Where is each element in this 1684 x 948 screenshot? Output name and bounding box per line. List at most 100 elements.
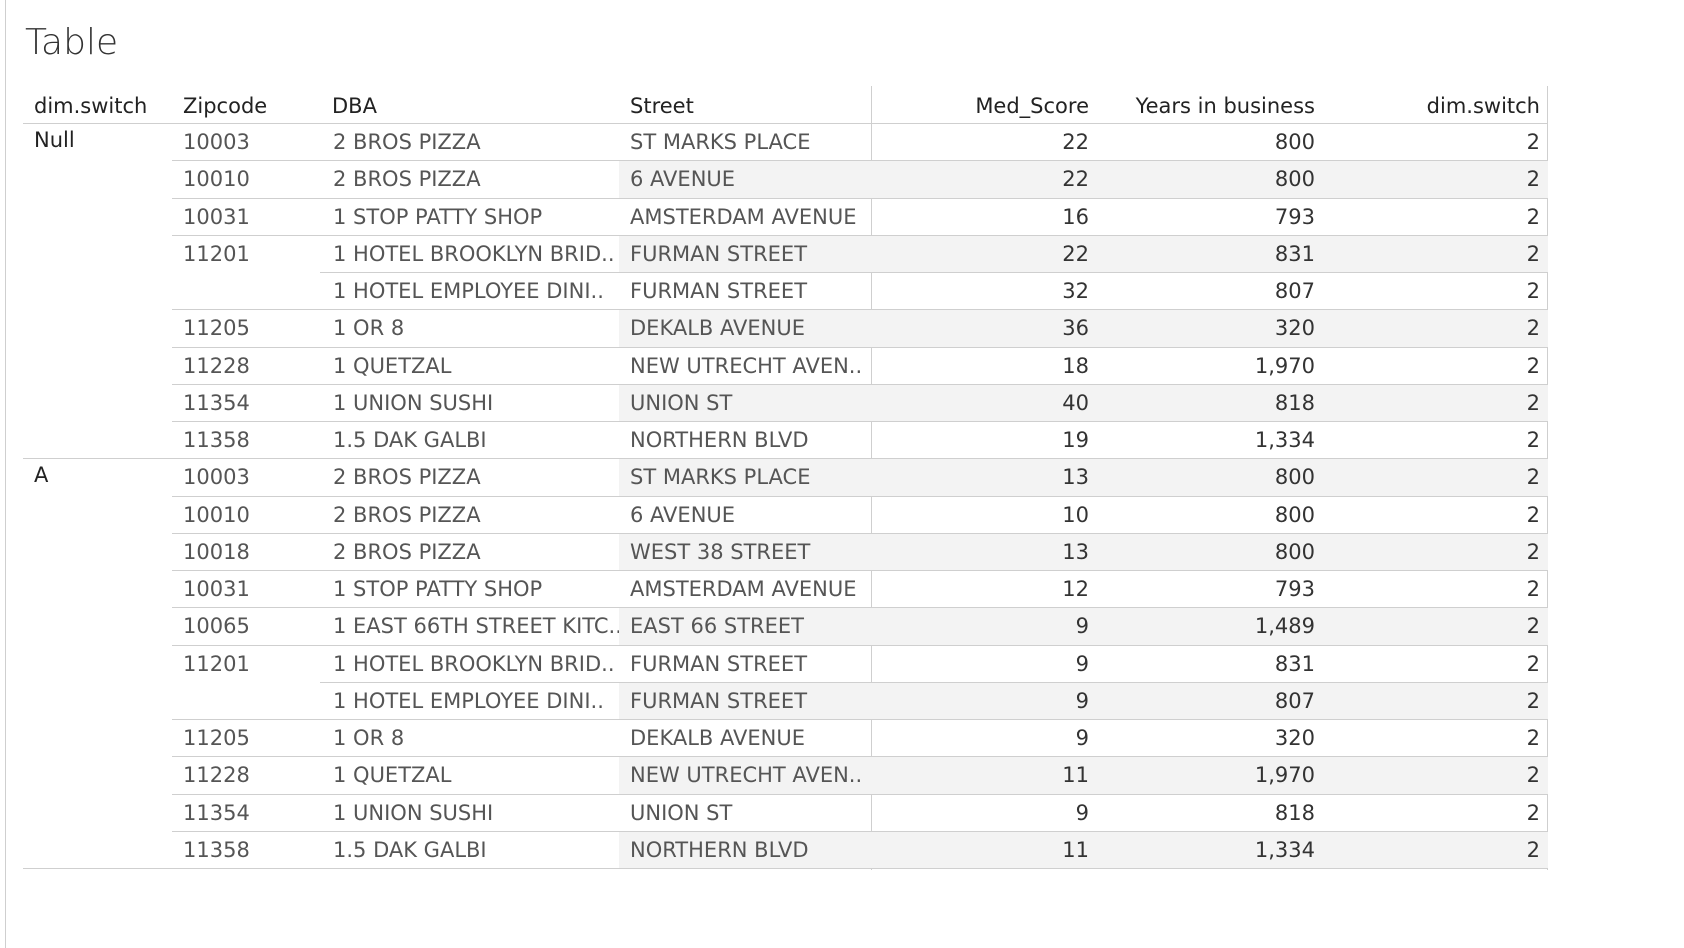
med-score-cell: 32 bbox=[1062, 279, 1089, 303]
dim-switch-cell: 2 bbox=[1526, 688, 1540, 713]
row-band bbox=[871, 608, 1548, 646]
street-cell: FURMAN STREET bbox=[630, 651, 808, 676]
row-divider bbox=[172, 756, 1548, 758]
table-row[interactable]: 10003 2 BROS PIZZA ST MARKS PLACE 22 800 2 bbox=[23, 124, 1548, 161]
dba-cell: 1 HOTEL EMPLOYEE DINI.. bbox=[333, 688, 604, 713]
dba-cell: 1 HOTEL BROOKLYN BRID.. bbox=[333, 651, 615, 676]
row-divider bbox=[172, 160, 1548, 162]
header-dim-switch-measure[interactable]: dim.switch bbox=[1426, 94, 1540, 118]
dba-cell: 2 BROS PIZZA bbox=[333, 465, 481, 490]
med-score-cell: 18 bbox=[1062, 353, 1089, 378]
dim-switch-cell: 2 bbox=[1526, 726, 1540, 750]
zipcode-cell: 10003 bbox=[183, 130, 250, 154]
row-divider bbox=[172, 495, 1548, 497]
dim-switch-cell: 2 bbox=[1526, 204, 1540, 229]
table-row[interactable]: 11354 1 UNION SUSHI UNION ST 40 818 2 bbox=[23, 384, 1548, 422]
street-cell: DEKALB AVENUE bbox=[630, 726, 805, 750]
row-divider bbox=[172, 234, 1548, 236]
dim-switch-cell: 2 bbox=[1526, 390, 1540, 415]
table-row[interactable]: 11358 1.5 DAK GALBI NORTHERN BLVD 19 1,334 2 bbox=[23, 422, 1548, 459]
dim-switch-cell: 2 bbox=[1526, 539, 1540, 564]
years-in-business-cell: 818 bbox=[1274, 390, 1315, 415]
dba-cell: 1 UNION SUSHI bbox=[333, 390, 494, 415]
years-in-business-cell: 807 bbox=[1274, 279, 1315, 303]
table-row[interactable]: 10031 1 STOP PATTY SHOP AMSTERDAM AVENUE 12… bbox=[23, 571, 1548, 608]
table-row[interactable]: 1 HOTEL EMPLOYEE DINI.. FURMAN STREET 32 80… bbox=[23, 273, 1548, 310]
zipcode-cell: 11201 bbox=[183, 651, 250, 676]
street-cell: AMSTERDAM AVENUE bbox=[630, 577, 857, 601]
row-divider bbox=[172, 644, 1548, 646]
years-in-business-cell: 800 bbox=[1274, 539, 1315, 564]
table-row[interactable]: 11201 1 HOTEL BROOKLYN BRID.. FURMAN STREE… bbox=[23, 235, 1548, 273]
header-zipcode[interactable]: Zipcode bbox=[183, 94, 268, 118]
row-band bbox=[871, 310, 1548, 348]
row-divider bbox=[172, 793, 1548, 795]
years-in-business-cell: 1,334 bbox=[1254, 837, 1315, 862]
street-cell: UNION ST bbox=[619, 384, 880, 422]
dim-switch-cell: 2 bbox=[1526, 428, 1540, 452]
row-divider bbox=[172, 719, 1548, 720]
zipcode-cell bbox=[183, 273, 323, 310]
group-label: Null bbox=[34, 128, 75, 152]
med-score-cell: 19 bbox=[1062, 428, 1089, 452]
med-score-cell: 22 bbox=[1062, 130, 1089, 154]
zipcode-cell: 10031 bbox=[183, 577, 250, 601]
years-in-business-cell: 800 bbox=[1274, 167, 1315, 192]
dim-switch-cell: 2 bbox=[1526, 837, 1540, 862]
header-med-score[interactable]: Med_Score bbox=[975, 94, 1089, 118]
med-score-cell: 9 bbox=[1075, 651, 1089, 676]
street-cell: NORTHERN BLVD bbox=[619, 831, 880, 869]
dim-switch-cell: 2 bbox=[1526, 465, 1540, 490]
dba-cell: 2 BROS PIZZA bbox=[333, 167, 481, 192]
header-dim-switch[interactable]: dim.switch bbox=[34, 94, 148, 118]
header-divider bbox=[23, 123, 1548, 124]
row-divider bbox=[320, 272, 1548, 273]
row-band bbox=[871, 682, 1548, 720]
street-cell: NEW UTRECHT AVEN.. bbox=[630, 353, 863, 378]
row-divider bbox=[172, 383, 1548, 385]
table-row[interactable]: 11228 1 QUETZAL NEW UTRECHT AVEN.. 11 1,970 2 bbox=[23, 757, 1548, 795]
med-score-cell: 16 bbox=[1062, 204, 1089, 229]
table-row[interactable]: 1 HOTEL EMPLOYEE DINI.. FURMAN STREET 9 807… bbox=[23, 682, 1548, 720]
med-score-cell: 9 bbox=[1075, 688, 1089, 713]
years-in-business-cell: 320 bbox=[1274, 316, 1315, 341]
table-row[interactable]: 10003 2 BROS PIZZA ST MARKS PLACE 13 800 2 bbox=[23, 459, 1548, 497]
row-divider bbox=[320, 681, 1548, 683]
dba-cell: 1 HOTEL BROOKLYN BRID.. bbox=[333, 241, 615, 266]
table-row[interactable]: 10065 1 EAST 66TH STREET KITC.. EAST 66 ST… bbox=[23, 608, 1548, 646]
med-score-cell: 10 bbox=[1062, 502, 1089, 527]
years-in-business-cell: 1,334 bbox=[1254, 428, 1315, 452]
table-row[interactable]: 11201 1 HOTEL BROOKLYN BRID.. FURMAN STREE… bbox=[23, 646, 1548, 683]
sheet-title: Table bbox=[25, 22, 119, 63]
med-score-cell: 22 bbox=[1062, 167, 1089, 192]
table-row[interactable]: 11358 1.5 DAK GALBI NORTHERN BLVD 11 1,334 2 bbox=[23, 831, 1548, 869]
table-row[interactable]: 11354 1 UNION SUSHI UNION ST 9 818 2 bbox=[23, 795, 1548, 832]
street-cell: ST MARKS PLACE bbox=[630, 130, 811, 154]
table-row[interactable]: 11228 1 QUETZAL NEW UTRECHT AVEN.. 18 1,970 2 bbox=[23, 348, 1548, 385]
dba-cell: 1 OR 8 bbox=[333, 726, 405, 750]
row-band bbox=[871, 533, 1548, 571]
row-divider bbox=[172, 570, 1548, 571]
header-dba[interactable]: DBA bbox=[332, 94, 377, 118]
table-row[interactable]: 10010 2 BROS PIZZA 6 AVENUE 22 800 2 bbox=[23, 161, 1548, 199]
years-in-business-cell: 320 bbox=[1274, 726, 1315, 750]
row-band bbox=[871, 235, 1548, 273]
group-label: A bbox=[34, 463, 49, 488]
dim-switch-cell: 2 bbox=[1526, 763, 1540, 788]
worksheet-frame bbox=[5, 0, 1684, 948]
header-years-in-business[interactable]: Years in business bbox=[1135, 94, 1315, 118]
years-in-business-cell: 1,489 bbox=[1254, 614, 1315, 639]
table-row[interactable]: 11205 1 OR 8 DEKALB AVENUE 9 320 2 bbox=[23, 720, 1548, 757]
table-row[interactable]: 10010 2 BROS PIZZA 6 AVENUE 10 800 2 bbox=[23, 497, 1548, 534]
dim-switch-cell: 2 bbox=[1526, 651, 1540, 676]
table-row[interactable]: 10018 2 BROS PIZZA WEST 38 STREET 13 800 2 bbox=[23, 533, 1548, 571]
med-score-cell: 9 bbox=[1075, 614, 1089, 639]
header-street[interactable]: Street bbox=[630, 94, 694, 118]
dim-switch-cell: 2 bbox=[1526, 241, 1540, 266]
years-in-business-cell: 807 bbox=[1274, 688, 1315, 713]
table-row[interactable]: 10031 1 STOP PATTY SHOP AMSTERDAM AVENUE 16… bbox=[23, 199, 1548, 236]
med-score-cell: 9 bbox=[1075, 800, 1089, 825]
table-row[interactable]: 11205 1 OR 8 DEKALB AVENUE 36 320 2 bbox=[23, 310, 1548, 348]
dim-switch-cell: 2 bbox=[1526, 316, 1540, 341]
zipcode-cell: 10031 bbox=[183, 204, 250, 229]
